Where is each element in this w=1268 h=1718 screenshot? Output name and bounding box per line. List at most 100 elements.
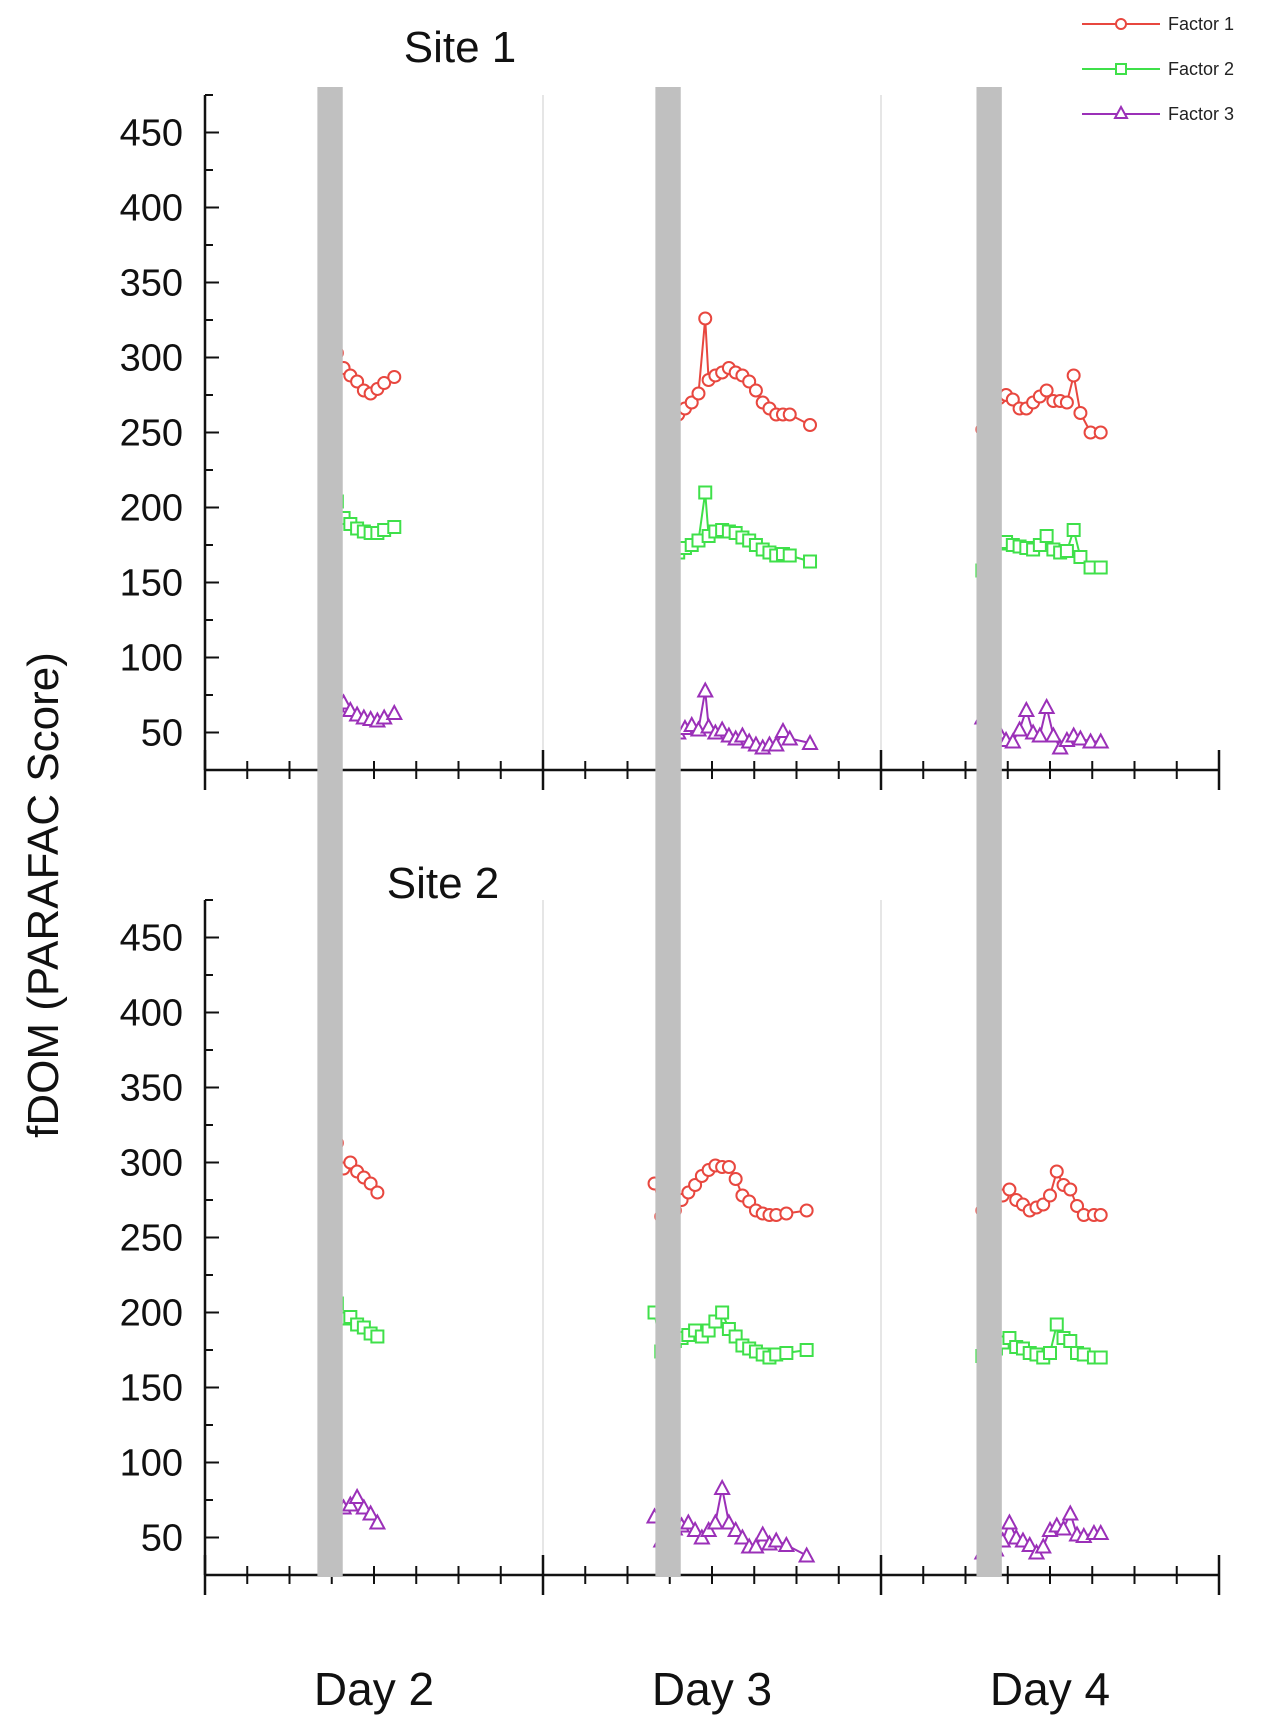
data-point-factor-3 xyxy=(355,1498,373,1515)
y-tick-label: 100 xyxy=(120,638,183,680)
data-point-factor-3 xyxy=(706,1513,725,1530)
data-point-factor-3 xyxy=(767,1531,785,1548)
data-point-factor-2 xyxy=(779,1346,794,1360)
data-point-factor-3 xyxy=(348,1487,366,1504)
y-tick-label: 50 xyxy=(141,1518,183,1560)
data-point-factor-3 xyxy=(774,721,792,738)
legend-label-factor-1: Factor 1 xyxy=(1168,14,1234,34)
data-point-factor-3 xyxy=(1021,1535,1039,1552)
data-point-factor-3 xyxy=(686,1520,704,1537)
data-point-factor-2 xyxy=(1066,523,1081,537)
data-point-factor-3 xyxy=(1017,700,1036,717)
y-tick-label: 300 xyxy=(120,1143,183,1185)
day-label-day-3: Day 3 xyxy=(652,1663,772,1715)
data-point-factor-1 xyxy=(684,395,699,410)
plot-layer: 50 100 150 200 250 300 350 400 450 50 100 150 200 250… xyxy=(120,87,1221,1595)
data-point-factor-3 xyxy=(797,1546,816,1563)
y-tick-label: 450 xyxy=(120,918,183,960)
data-point-factor-1 xyxy=(1073,406,1088,420)
y-axis-title: fDOM (PARAFAC Score) xyxy=(19,652,68,1138)
data-point-factor-1 xyxy=(742,374,757,389)
y-tick-label: 400 xyxy=(120,993,183,1035)
data-point-factor-1 xyxy=(691,386,706,401)
day-label-day-2: Day 2 xyxy=(314,1663,434,1715)
data-point-factor-2 xyxy=(1093,560,1108,575)
shaded-period-bar xyxy=(976,87,1002,1577)
data-point-factor-3 xyxy=(713,720,731,737)
data-point-factor-1 xyxy=(779,1206,794,1221)
data-point-factor-1 xyxy=(363,1176,378,1191)
y-tick-label: 300 xyxy=(120,338,183,380)
data-point-factor-3 xyxy=(1010,720,1029,737)
panel-title-site-1: Site 1 xyxy=(404,23,517,72)
data-point-factor-1 xyxy=(803,418,818,432)
data-point-factor-2 xyxy=(370,1329,385,1344)
data-point-factor-2 xyxy=(698,485,713,500)
day-label-day-4: Day 4 xyxy=(990,1663,1110,1715)
data-point-factor-3 xyxy=(801,733,819,750)
data-point-factor-3 xyxy=(696,681,714,698)
legend-entry-factor-1: Factor 1 xyxy=(1082,14,1234,34)
y-tick-label: 100 xyxy=(120,1443,183,1485)
data-point-factor-3 xyxy=(1034,1537,1052,1554)
data-point-factor-3 xyxy=(747,1537,765,1554)
data-point-factor-2 xyxy=(1043,1346,1057,1360)
data-point-factor-3 xyxy=(781,729,799,746)
y-tick-label: 150 xyxy=(120,563,183,605)
data-point-factor-3 xyxy=(1092,732,1110,749)
data-point-factor-1 xyxy=(1039,383,1054,398)
y-tick-label: 450 xyxy=(120,113,183,155)
data-point-factor-3 xyxy=(733,726,752,743)
y-tick-label: 200 xyxy=(120,1293,183,1335)
data-point-factor-3 xyxy=(1000,1513,1019,1530)
data-point-factor-1 xyxy=(748,383,763,398)
y-tick-label: 150 xyxy=(120,1368,183,1410)
data-point-factor-2 xyxy=(782,548,797,563)
data-point-factor-3 xyxy=(713,1478,731,1495)
data-point-factor-3 xyxy=(385,703,403,720)
data-point-factor-1 xyxy=(799,1203,814,1218)
data-point-factor-1 xyxy=(1043,1188,1057,1203)
data-point-factor-3 xyxy=(1004,732,1022,749)
legend-entry-factor-2: Factor 2 xyxy=(1082,59,1234,79)
data-point-factor-1 xyxy=(1002,1182,1017,1197)
data-point-factor-3 xyxy=(1044,726,1063,743)
y-tick-label: 200 xyxy=(120,488,183,530)
data-point-factor-3 xyxy=(1031,726,1049,743)
data-point-factor-1 xyxy=(1066,368,1081,383)
y-tick-label: 250 xyxy=(120,1218,183,1260)
data-point-factor-3 xyxy=(767,735,785,752)
data-point-factor-3 xyxy=(1081,732,1100,749)
data-point-factor-3 xyxy=(699,717,718,734)
shaded-period-bar xyxy=(655,87,681,1577)
data-point-factor-3 xyxy=(368,1513,387,1530)
data-point-factor-3 xyxy=(679,1513,698,1530)
data-point-factor-1 xyxy=(698,311,713,326)
data-point-factor-2 xyxy=(715,1305,730,1320)
data-point-factor-1 xyxy=(742,1194,757,1209)
data-point-factor-1 xyxy=(387,370,402,384)
data-point-factor-2 xyxy=(803,554,818,569)
data-point-factor-3 xyxy=(733,1528,752,1545)
legend-label-factor-3: Factor 3 xyxy=(1168,104,1234,124)
data-point-factor-3 xyxy=(754,1525,772,1542)
data-point-factor-3 xyxy=(361,1504,380,1521)
data-point-factor-3 xyxy=(720,1513,738,1530)
data-point-factor-1 xyxy=(1049,1164,1064,1179)
data-point-factor-1 xyxy=(728,1172,743,1186)
y-tick-label: 50 xyxy=(141,713,183,755)
data-point-factor-1 xyxy=(1093,425,1108,440)
data-point-factor-1 xyxy=(688,1178,703,1192)
y-tick-label: 350 xyxy=(120,263,183,305)
data-point-factor-3 xyxy=(1092,1523,1110,1540)
data-point-factor-1 xyxy=(782,407,797,422)
data-point-factor-1 xyxy=(1005,392,1020,407)
data-point-factor-1 xyxy=(350,374,365,389)
data-point-factor-2 xyxy=(1063,1334,1078,1348)
data-point-factor-2 xyxy=(799,1343,814,1357)
data-point-factor-1 xyxy=(1093,1208,1108,1222)
data-point-factor-1 xyxy=(377,376,392,390)
data-point-factor-3 xyxy=(1071,729,1090,746)
data-point-factor-2 xyxy=(1093,1350,1108,1365)
